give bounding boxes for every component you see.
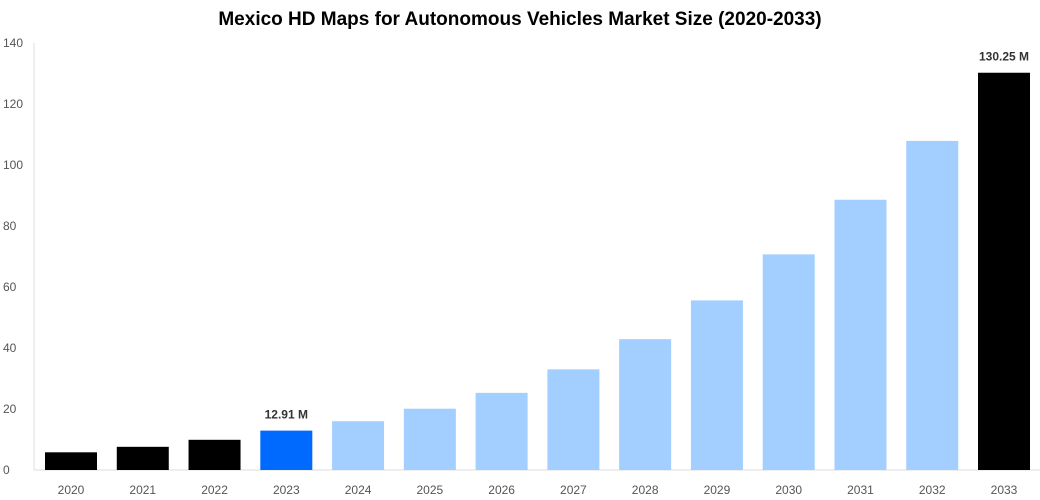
x-tick-label: 2024	[345, 483, 372, 497]
bar-2033	[978, 72, 1031, 471]
bar-2025	[403, 408, 456, 470]
chart-title: Mexico HD Maps for Autonomous Vehicles M…	[218, 9, 822, 30]
x-tick-label: 2032	[919, 483, 946, 497]
x-tick-label: 2021	[129, 483, 156, 497]
y-tick-label: 20	[3, 402, 17, 416]
bar-2020	[45, 452, 97, 470]
x-tick-label: 2027	[560, 483, 587, 497]
bar-2024	[332, 421, 385, 470]
bar-2022	[188, 439, 241, 470]
data-label: 12.91 M	[265, 408, 308, 422]
data-label: 130.25 M	[979, 50, 1029, 64]
bar-2023	[260, 430, 313, 470]
x-tick-label: 2031	[847, 483, 874, 497]
x-tick-label: 2023	[273, 483, 300, 497]
bar-2032	[906, 140, 959, 470]
y-tick-label: 60	[3, 280, 17, 294]
x-tick-label: 2022	[201, 483, 228, 497]
bar-2030	[762, 254, 815, 470]
x-tick-label: 2029	[704, 483, 731, 497]
bar-2029	[690, 300, 743, 470]
y-tick-label: 120	[3, 97, 23, 111]
bar-2031	[834, 199, 887, 470]
y-tick-label: 80	[3, 219, 17, 233]
x-tick-label: 2020	[58, 483, 85, 497]
bar-2027	[547, 369, 600, 470]
y-tick-label: 100	[3, 158, 23, 172]
bar-2021	[116, 446, 169, 470]
x-tick-label: 2033	[991, 483, 1018, 497]
x-tick-label: 2026	[488, 483, 515, 497]
y-tick-label: 40	[3, 341, 17, 355]
x-tick-label: 2025	[416, 483, 443, 497]
x-tick-label: 2028	[632, 483, 659, 497]
y-tick-label: 140	[3, 36, 23, 50]
y-tick-label: 0	[3, 463, 10, 477]
x-tick-label: 2030	[775, 483, 802, 497]
bar-2026	[475, 392, 528, 470]
bar-2028	[619, 339, 672, 470]
